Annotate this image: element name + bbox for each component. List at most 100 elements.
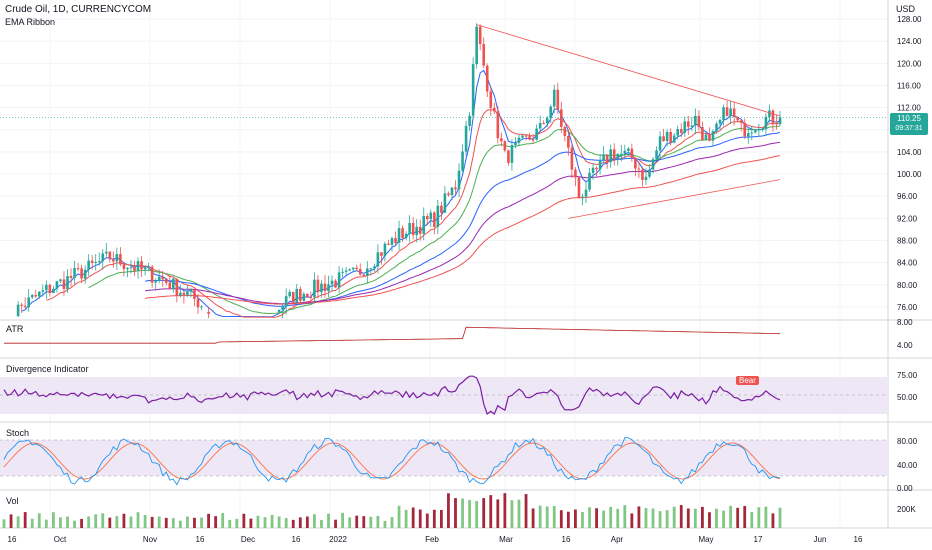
candle (775, 123, 778, 125)
candle (277, 309, 281, 313)
volume-bar (277, 516, 281, 528)
pane-tick-label: 75.00 (897, 371, 918, 380)
candle (358, 269, 362, 275)
candle (115, 254, 119, 262)
time-tick-label: Mar (499, 535, 513, 544)
pane-tick-label: 4.00 (897, 341, 913, 350)
candle (556, 89, 560, 110)
price-tick-label: 76.00 (897, 303, 918, 312)
candle (140, 261, 143, 270)
volume-bar (164, 517, 168, 528)
candle (193, 289, 196, 299)
candle (23, 305, 27, 308)
candle (383, 243, 387, 256)
candle (609, 149, 612, 163)
candle (422, 216, 426, 234)
candle (683, 121, 687, 133)
candle (390, 238, 394, 245)
pane-tick-label: 200K (897, 505, 916, 514)
candle (404, 233, 408, 238)
volume-bar (736, 507, 740, 528)
candle (284, 296, 288, 307)
volume-bar (9, 514, 13, 528)
candle (514, 142, 517, 146)
price-tick-label: 84.00 (897, 259, 918, 268)
atr-label[interactable]: ATR (6, 324, 24, 334)
volume-bar (581, 512, 584, 528)
divergence-label[interactable]: Divergence Indicator (6, 364, 89, 374)
ema-ribbon-line-3 (88, 125, 781, 315)
candle (644, 176, 648, 180)
candle (612, 149, 616, 160)
candle (327, 284, 330, 292)
candle (45, 284, 48, 291)
bear-badge: Bear (736, 376, 759, 385)
volume-bar (679, 505, 683, 528)
candle (348, 269, 351, 271)
candle (80, 268, 83, 279)
volume-bar (270, 514, 274, 528)
candle (457, 170, 461, 190)
candle (648, 169, 651, 177)
currency-label: USD (896, 4, 916, 14)
volume-bar (425, 513, 429, 528)
candle (147, 266, 150, 268)
volume-bar (468, 500, 471, 528)
time-tick-label: Oct (54, 535, 67, 544)
candle (41, 290, 45, 292)
candle (55, 281, 59, 289)
price-tick-label: 128.00 (897, 15, 922, 24)
candle (641, 169, 644, 180)
candle (743, 122, 747, 137)
indicator-name[interactable]: EMA Ribbon (5, 17, 56, 27)
candle (492, 107, 496, 112)
volume-bar (559, 510, 563, 528)
candle (157, 276, 161, 281)
volume-bar (665, 510, 669, 528)
stoch-label[interactable]: Stoch (6, 428, 30, 438)
candle (461, 151, 464, 171)
volume-bar (609, 506, 613, 528)
volume-bar (552, 506, 556, 528)
candle (545, 117, 549, 124)
volume-bar (341, 512, 345, 528)
volume-bar (66, 516, 69, 528)
candle (549, 106, 553, 118)
candle (560, 109, 563, 127)
candle (697, 115, 701, 127)
volume-bar (693, 508, 697, 528)
candle (577, 177, 581, 198)
candle (425, 216, 429, 220)
symbol-title[interactable]: Crude Oil, 1D, CURRENCYCOM (5, 4, 152, 15)
volume-bar (178, 520, 182, 528)
candle (362, 274, 366, 276)
candle (69, 275, 73, 278)
volume-bar (757, 507, 761, 528)
volume-bar (531, 508, 535, 528)
volume-bar (313, 514, 316, 528)
candle (129, 267, 133, 269)
candle (662, 136, 665, 142)
volume-bar (454, 498, 457, 528)
volume-bar (2, 519, 6, 528)
candle (59, 279, 62, 282)
candle (563, 126, 567, 136)
volume-bar (30, 518, 34, 528)
candle (535, 128, 538, 140)
candle (602, 154, 605, 161)
price-tick-label: 112.00 (897, 104, 921, 113)
time-tick-label: 16 (562, 535, 571, 544)
candle (366, 268, 369, 276)
time-axis: 16 Oct Nov 16 Dec 16 2022 Feb Mar 16 Apr May 17 Jun 16 (8, 535, 863, 544)
candle (316, 279, 320, 293)
volume-bar (418, 509, 422, 528)
candle (725, 107, 729, 117)
candle (136, 261, 140, 272)
candle (591, 167, 595, 173)
vol-label[interactable]: Vol (6, 496, 19, 506)
candle (676, 129, 680, 136)
candle (330, 280, 334, 285)
candle (722, 107, 725, 120)
candle (531, 139, 535, 141)
volume-bar (475, 501, 479, 528)
